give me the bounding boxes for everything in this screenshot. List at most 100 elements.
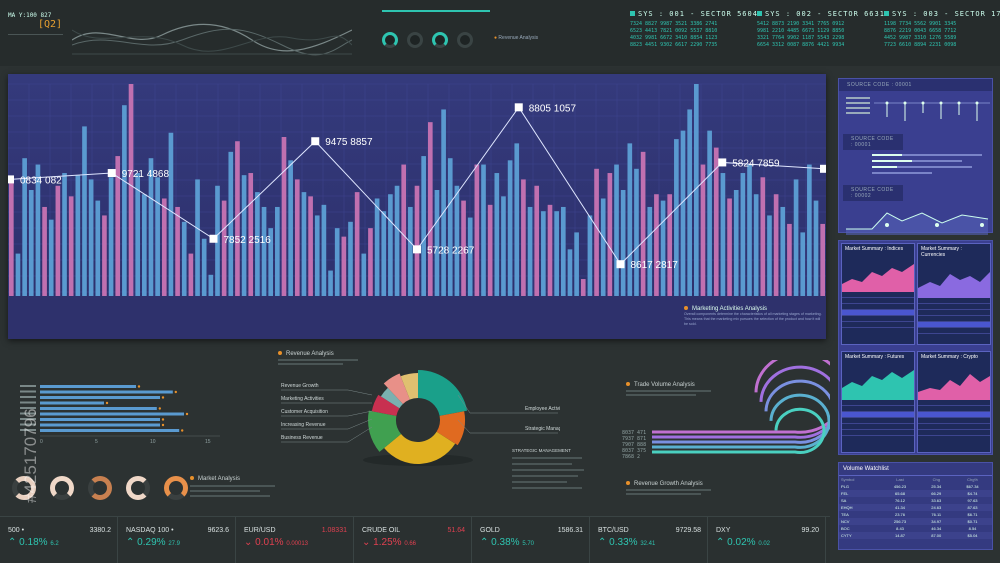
bar-98 bbox=[660, 200, 666, 296]
watchlist-row[interactable]: FEL 65.68 66.29 $4.74 bbox=[839, 490, 992, 497]
market-futures: Market Summary : Futures bbox=[841, 351, 915, 453]
trade-arc-1 bbox=[652, 365, 830, 439]
wave-chart bbox=[72, 10, 352, 58]
col-chg: Chg bbox=[932, 477, 940, 482]
bar-39 bbox=[268, 228, 274, 296]
watchlist-cell: 65.68 bbox=[895, 491, 906, 496]
ticker-item[interactable]: 500 • 3380.2 ⌃ 0.18% 6.2 bbox=[0, 517, 118, 563]
market-currencies: Market Summary : Currencies bbox=[917, 243, 991, 345]
bar-23 bbox=[161, 198, 167, 296]
data-label-4: 5728 2267 bbox=[427, 245, 475, 256]
bar-16 bbox=[115, 156, 121, 296]
watchlist-cell: $0.71 bbox=[967, 519, 978, 524]
bar-1 bbox=[15, 253, 21, 296]
watchlist-row[interactable]: CYTY 14.87 87.00 $5.04 bbox=[839, 532, 992, 539]
ticker-item[interactable]: GOLD 1586.31 ⌃ 0.38% 5.70 bbox=[472, 517, 590, 563]
futures-area-chart bbox=[842, 370, 914, 400]
bar-96 bbox=[647, 206, 653, 296]
hbar-dot-0 bbox=[137, 385, 141, 388]
bar-82 bbox=[554, 211, 559, 296]
watchlist-row[interactable]: BOC 8.43 46.34 8.54 bbox=[839, 525, 992, 532]
trade-arc-0 bbox=[652, 360, 830, 434]
watchlist-cell: 14.87 bbox=[895, 533, 906, 538]
ring-3 bbox=[88, 476, 112, 500]
knob-bar bbox=[382, 10, 490, 12]
bar-36 bbox=[248, 173, 254, 296]
bar-77 bbox=[521, 179, 526, 296]
donut-slice-0 bbox=[418, 370, 468, 416]
ma-value: Y:100 827 bbox=[18, 12, 52, 19]
ticker-item[interactable]: NASDAQ 100 • 9623.6 ⌃ 0.29% 27.9 bbox=[118, 517, 236, 563]
ticker-value: 99.20 bbox=[801, 527, 819, 534]
arrow-up-icon: ⌃ bbox=[8, 537, 17, 548]
line-point-3 bbox=[311, 137, 320, 146]
donut-slice-1 bbox=[436, 411, 465, 446]
bar-91 bbox=[614, 164, 619, 296]
bar-94 bbox=[634, 168, 639, 296]
bar-49 bbox=[334, 228, 340, 296]
bar-25 bbox=[175, 206, 180, 296]
watchlist-row[interactable]: NCV 256.73 34.97 $0.71 bbox=[839, 518, 992, 525]
top-revenue-title: Revenue Analysis bbox=[498, 35, 539, 41]
bar-30 bbox=[208, 274, 214, 296]
bar-47 bbox=[321, 204, 327, 296]
bar-107 bbox=[720, 173, 726, 296]
ticker-name: DXY bbox=[716, 527, 731, 534]
bar-113 bbox=[760, 177, 766, 296]
col-last: Last bbox=[896, 477, 904, 482]
market-analysis-rings bbox=[12, 476, 188, 500]
watchlist-row[interactable]: TEA 23.76 76.11 $6.71 bbox=[839, 511, 992, 518]
knob-2[interactable] bbox=[407, 32, 423, 48]
arrow-down-icon: ⌄ bbox=[362, 537, 371, 548]
bar-63 bbox=[427, 122, 433, 296]
revenue-label-right-1: Strategic Management bbox=[525, 426, 560, 432]
ticker-item[interactable]: EUR/USD 1.08331 ⌄ 0.01% 0.00013 bbox=[236, 517, 354, 563]
bar-21 bbox=[148, 158, 154, 296]
watchlist-row[interactable]: SA 76.12 33.63 97.63 bbox=[839, 497, 992, 504]
ticker-change: 0.29% bbox=[137, 537, 166, 548]
bar-55 bbox=[374, 198, 380, 296]
bar-8 bbox=[62, 173, 67, 296]
horizontal-bar-chart: 0 5 10 15 bbox=[20, 385, 220, 445]
data-label-1: 9721 4868 bbox=[122, 169, 170, 180]
bar-53 bbox=[361, 253, 367, 296]
watchlist-row[interactable]: PLG 456.23 25.34 $67.34 bbox=[839, 483, 992, 490]
hbar-axis-0: 0 bbox=[40, 439, 43, 445]
bar-109 bbox=[733, 190, 739, 296]
knob-3[interactable] bbox=[432, 32, 448, 48]
bar-75 bbox=[507, 160, 513, 296]
ticker-value: 3380.2 bbox=[89, 527, 111, 534]
ticker-item[interactable]: BTC/USD 9729.58 ⌃ 0.33% 32.41 bbox=[590, 517, 708, 563]
bar-50 bbox=[341, 236, 347, 296]
watchlist-row[interactable]: EHQH 41.34 24.63 87.63 bbox=[839, 504, 992, 511]
bar-62 bbox=[421, 156, 426, 296]
watchlist-cell: 87.63 bbox=[967, 505, 978, 510]
hbar-4 bbox=[40, 407, 157, 410]
currencies-area-chart bbox=[918, 272, 990, 298]
ticker-name: 500 • bbox=[8, 527, 25, 534]
hbar-2 bbox=[40, 396, 160, 399]
bar-10 bbox=[75, 175, 81, 296]
source-panel: SOURCE CODE : 00001 SOURCE CODE : 00001 … bbox=[838, 78, 993, 235]
chart-canvas: 0834 082 9721 4868 7852 2516 9475 8857 5728 … bbox=[8, 83, 826, 339]
bar-101 bbox=[680, 130, 686, 296]
bar-9 bbox=[68, 196, 74, 296]
bar-79 bbox=[534, 185, 540, 296]
ticker-sub: 0.02 bbox=[758, 541, 770, 547]
line-point-4 bbox=[413, 245, 421, 254]
sys-1-header: SYS : 001 - SECTOR 56042 bbox=[630, 10, 763, 18]
knob-1[interactable] bbox=[382, 32, 398, 48]
bar-48 bbox=[328, 270, 333, 296]
hbar-dot-5 bbox=[185, 412, 189, 416]
ticker-item[interactable]: CRUDE OIL 51.64 ⌄ 1.25% 0.66 bbox=[354, 517, 472, 563]
revenue-label-left-3: Increasing Revenue bbox=[281, 422, 326, 428]
bar-52 bbox=[354, 192, 360, 296]
ticker-item[interactable]: DXY 99.20 ⌃ 0.02% 0.02 bbox=[708, 517, 826, 563]
strategic-block: STRATEGIC MANAGEMENT bbox=[512, 448, 590, 493]
revenue-label-left-2: Customer Acquisition bbox=[281, 409, 328, 415]
bar-59 bbox=[401, 164, 407, 296]
bar-116 bbox=[780, 206, 786, 296]
bar-120 bbox=[807, 164, 812, 296]
marketing-bar-chart: 0834 082 9721 4868 7852 2516 9475 8857 5728 … bbox=[8, 74, 826, 339]
knob-4[interactable] bbox=[457, 32, 473, 48]
